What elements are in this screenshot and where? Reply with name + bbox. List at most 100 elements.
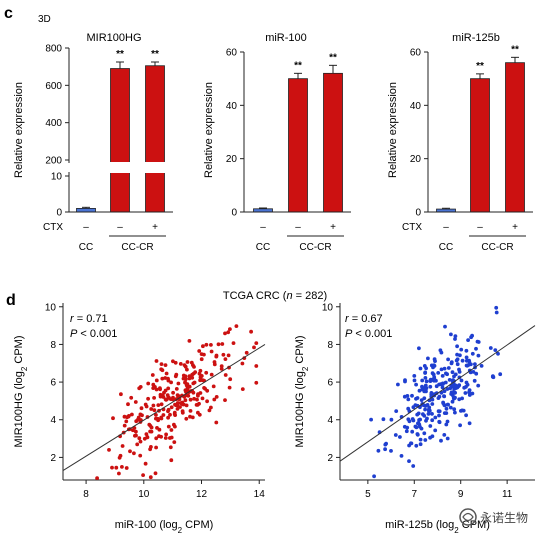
data-point — [154, 436, 159, 441]
data-point — [204, 370, 209, 375]
data-point — [199, 357, 204, 362]
x-tick-label: 8 — [83, 489, 89, 500]
data-point — [223, 398, 227, 402]
data-point — [181, 373, 186, 378]
watermark-text: 永诺生物 — [480, 511, 528, 525]
ctx-value: – — [260, 222, 266, 233]
data-point — [421, 412, 425, 417]
data-point — [473, 362, 477, 366]
data-point — [214, 354, 219, 359]
data-point — [184, 416, 189, 421]
data-point — [463, 391, 468, 395]
data-point — [459, 378, 464, 383]
data-point — [417, 388, 422, 393]
y-tick-label: 600 — [45, 81, 62, 92]
data-point — [205, 399, 210, 404]
data-point — [117, 471, 121, 476]
data-point — [166, 376, 170, 381]
y-tick-label: 10 — [45, 302, 57, 313]
data-point — [207, 408, 212, 413]
data-point — [402, 394, 407, 399]
data-point — [120, 444, 125, 448]
data-point — [415, 432, 420, 436]
data-point — [124, 466, 129, 470]
data-point — [409, 441, 413, 446]
data-point — [479, 364, 484, 368]
data-point — [169, 380, 174, 385]
data-point — [448, 386, 453, 391]
data-point — [449, 332, 453, 337]
data-point — [453, 334, 458, 338]
watermark: 永诺生物 — [459, 508, 528, 526]
data-point — [220, 342, 225, 346]
data-point — [173, 424, 177, 429]
bar — [505, 62, 525, 213]
bar — [470, 78, 490, 213]
data-point — [254, 341, 259, 345]
y-tick-label: 400 — [45, 118, 62, 129]
data-point — [493, 348, 498, 352]
significance-label: ** — [294, 60, 302, 71]
data-point — [423, 383, 428, 388]
data-point — [159, 416, 164, 421]
data-point — [183, 398, 188, 403]
y-tick-label: 20 — [226, 154, 238, 165]
data-point — [453, 337, 457, 341]
data-point — [384, 441, 388, 446]
data-point — [398, 435, 402, 439]
data-point — [422, 431, 427, 436]
bar — [76, 207, 96, 213]
data-point — [394, 409, 399, 413]
data-point — [152, 408, 157, 413]
y-tick-label: 60 — [410, 48, 422, 59]
data-point — [169, 428, 174, 432]
data-point — [150, 373, 155, 377]
data-point — [205, 388, 210, 393]
data-point — [138, 453, 143, 458]
data-point — [410, 393, 414, 398]
significance-label: ** — [476, 61, 484, 72]
data-point — [143, 461, 148, 466]
data-point — [417, 418, 421, 422]
data-point — [453, 390, 457, 395]
data-point — [234, 324, 239, 328]
data-point — [214, 420, 219, 425]
data-point — [244, 350, 249, 355]
data-point — [423, 370, 428, 375]
bar — [288, 78, 308, 213]
significance-label: ** — [151, 49, 159, 60]
data-point — [95, 476, 99, 480]
data-point — [389, 417, 394, 422]
data-point — [200, 396, 205, 401]
data-point — [445, 372, 449, 377]
data-point — [153, 471, 158, 476]
y-tick-label: 60 — [226, 48, 238, 59]
data-point — [164, 432, 169, 437]
data-point — [174, 387, 179, 391]
y-axis-label: MIR100HG (log2 CPM) — [294, 335, 310, 447]
data-point — [169, 458, 174, 463]
bar-chart-mir-100: miR-100 Relative expression 0 20 40 60 – ** – ** +… — [203, 32, 351, 253]
data-point — [110, 465, 114, 470]
data-point — [433, 359, 437, 363]
data-point — [399, 454, 404, 458]
data-point — [252, 345, 256, 350]
data-point — [383, 447, 387, 452]
data-point — [436, 371, 441, 375]
data-point — [130, 412, 134, 417]
data-point — [413, 424, 418, 429]
data-point — [459, 347, 464, 352]
data-point — [223, 357, 228, 361]
data-point — [431, 372, 436, 377]
data-point — [476, 353, 481, 358]
data-point — [197, 371, 202, 376]
y-axis-label: Relative expression — [13, 82, 25, 178]
data-point — [455, 357, 460, 362]
data-point — [187, 376, 192, 381]
data-point — [455, 352, 459, 357]
data-point — [249, 329, 254, 334]
data-point — [476, 383, 481, 388]
data-point — [154, 445, 159, 450]
data-point — [204, 342, 209, 347]
chart-title: miR-125b — [452, 32, 500, 44]
